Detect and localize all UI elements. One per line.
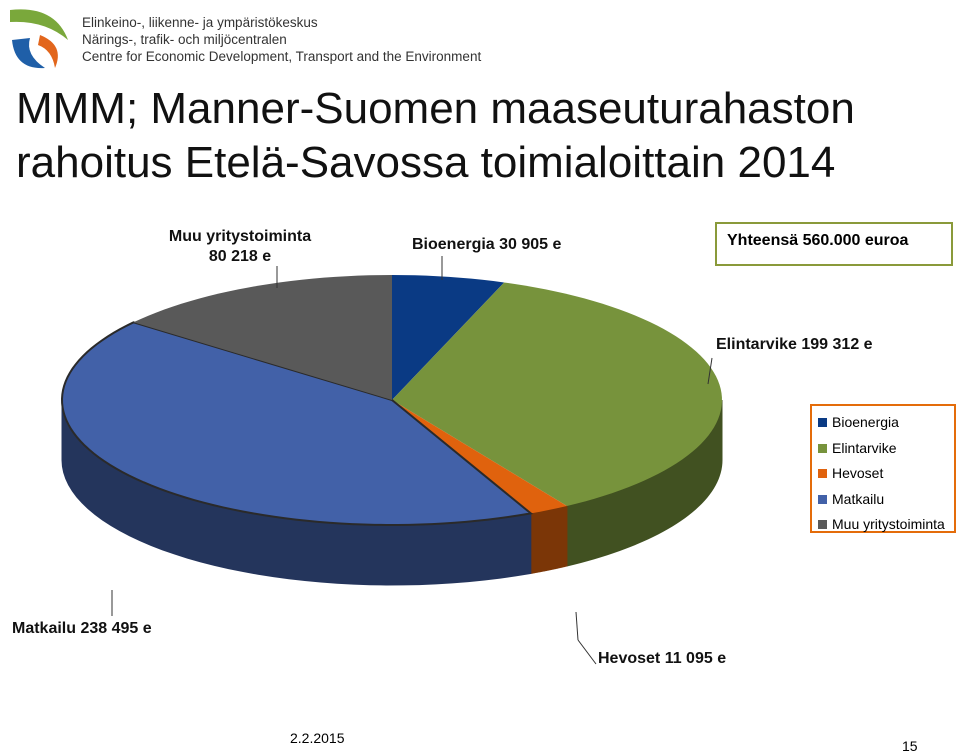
- legend-entry: Hevoset: [818, 461, 948, 487]
- data-label: Bioenergia 30 905 e: [412, 236, 562, 253]
- legend-swatch: [818, 520, 827, 530]
- legend-swatch: [818, 418, 827, 428]
- legend-label: Muu yritystoiminta: [832, 516, 945, 532]
- legend-entry: Matkailu: [818, 487, 948, 513]
- slice: [61, 321, 534, 526]
- annotation: Yhteensä 560.000 euroa: [715, 222, 953, 266]
- legend: Bioenergia Elintarvike Hevoset Matkailu Muu …: [810, 404, 956, 533]
- leader-line: [707, 357, 713, 385]
- data-label: Elintarvike 199 312 e: [716, 336, 873, 353]
- data-label: Hevoset 11 095 e: [598, 650, 727, 667]
- legend-label: Elintarvike: [832, 439, 897, 456]
- legend-swatch: [818, 469, 827, 479]
- slice-side: [530, 505, 568, 574]
- slice: [392, 282, 722, 506]
- legend-label: Hevoset: [832, 465, 884, 481]
- legend-label: Matkailu: [832, 490, 885, 507]
- chart-title: MMM; Manner-Suomen maaseuturahaston raho…: [16, 84, 855, 187]
- header-line: Elinkeino-, liikenne- ja ympäristökeskus: [82, 15, 318, 30]
- page-number: 15: [902, 738, 918, 753]
- date: 2.2.2015: [290, 730, 345, 746]
- slice: [392, 275, 505, 400]
- header-line: Närings-, trafik- och miljöcentralen: [82, 32, 287, 47]
- slice: [392, 400, 567, 514]
- legend-swatch: [818, 443, 827, 453]
- data-label: Muu yritystoiminta 80 218 e: [168, 228, 312, 265]
- legend-swatch: [818, 494, 827, 504]
- legend-entry: Bioenergia: [818, 410, 948, 436]
- legend-label: Bioenergia: [832, 414, 899, 430]
- legend-entry: Elintarvike: [818, 436, 948, 462]
- logo: [8, 8, 68, 69]
- data-label: Matkailu 238 495 e: [12, 620, 152, 637]
- legend-entry: Muu yritystoiminta: [818, 512, 948, 538]
- slice: [133, 275, 392, 400]
- leader-line: [575, 611, 579, 641]
- leader-line: [577, 639, 597, 665]
- header-line: Centre for Economic Development, Transpo…: [82, 49, 482, 64]
